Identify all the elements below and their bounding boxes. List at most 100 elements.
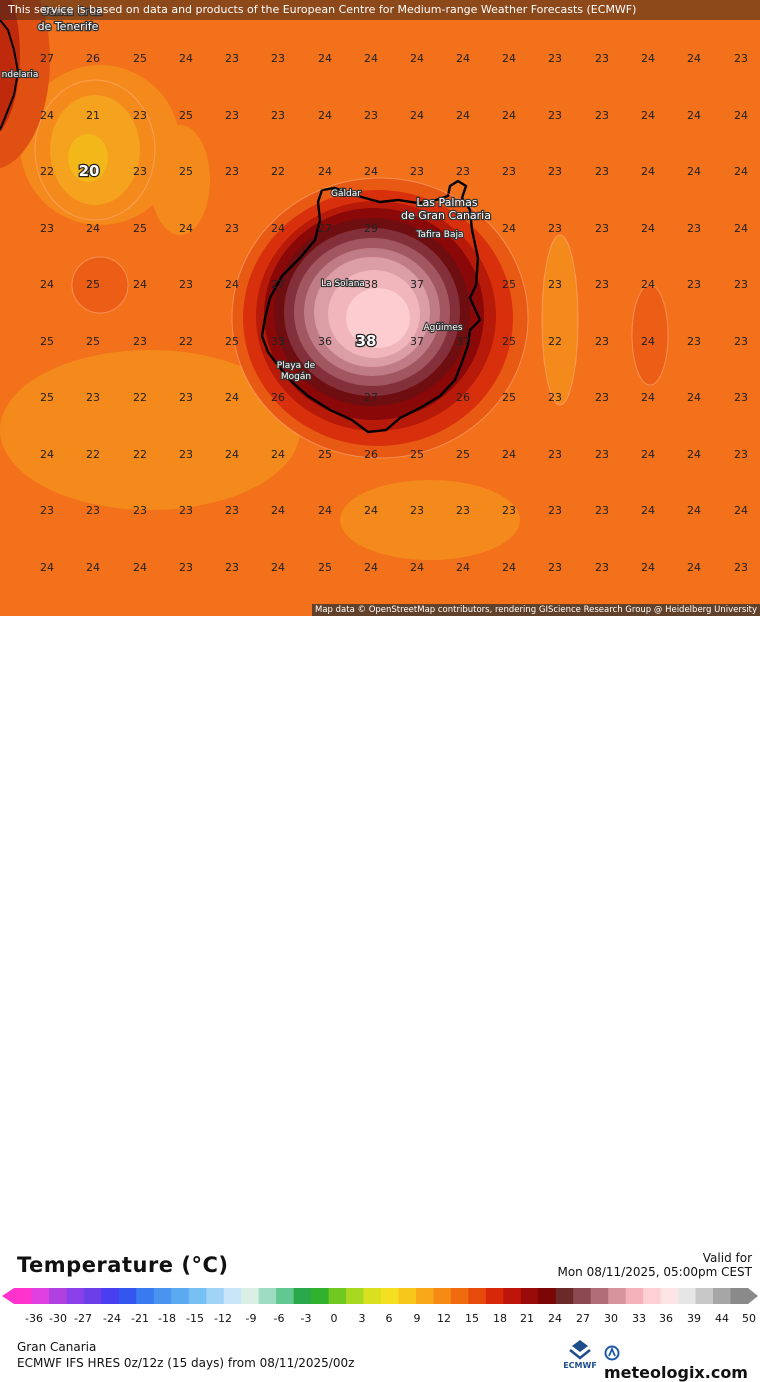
scale-swatch — [188, 1288, 207, 1304]
grid-value: 25 — [502, 335, 516, 348]
grid-value: 23 — [734, 52, 748, 65]
scale-swatch — [346, 1288, 365, 1304]
grid-value: 24 — [687, 504, 701, 517]
tenerife-coastline — [0, 19, 20, 131]
legend-title: Temperature (°C) — [17, 1253, 229, 1277]
grid-value: 24 — [502, 561, 516, 574]
gran-canaria-coastline — [260, 179, 482, 434]
grid-value: 23 — [179, 561, 193, 574]
scale-swatch — [608, 1288, 627, 1304]
valid-date: Mon 08/11/2025, 05:00pm CEST — [557, 1265, 752, 1279]
scale-swatch — [643, 1288, 662, 1304]
grid-value: 23 — [502, 165, 516, 178]
grid-value: 24 — [86, 222, 100, 235]
grid-value: 25 — [502, 391, 516, 404]
scale-swatch — [276, 1288, 295, 1304]
scale-tick-label: 30 — [604, 1312, 618, 1325]
scale-swatch — [311, 1288, 330, 1304]
grid-value: 24 — [687, 391, 701, 404]
place-label: de Tenerife — [38, 20, 99, 33]
scale-tick-label: -27 — [74, 1312, 92, 1325]
grid-value: 24 — [133, 278, 147, 291]
grid-value: 23 — [595, 561, 609, 574]
grid-value: 22 — [40, 165, 54, 178]
scale-tick-label: 15 — [465, 1312, 479, 1325]
scale-swatch — [293, 1288, 312, 1304]
meteologix-logo[interactable]: meteologix.com — [604, 1344, 760, 1382]
grid-value: 24 — [456, 52, 470, 65]
grid-value: 25 — [133, 52, 147, 65]
grid-value: 37 — [456, 335, 470, 348]
grid-value: 23 — [734, 335, 748, 348]
grid-value: 23 — [225, 109, 239, 122]
scale-swatch — [678, 1288, 697, 1304]
grid-value: 24 — [271, 222, 285, 235]
ecmwf-logo-text: ECMWF — [563, 1361, 597, 1370]
grid-value: 23 — [595, 109, 609, 122]
grid-value: 25 — [410, 448, 424, 461]
scale-swatch — [363, 1288, 382, 1304]
grid-value: 22 — [86, 448, 100, 461]
grid-value: 23 — [548, 165, 562, 178]
scale-swatch — [660, 1288, 679, 1304]
grid-value: 23 — [133, 165, 147, 178]
scale-swatch — [573, 1288, 592, 1304]
scale-arrow-left-icon — [2, 1288, 14, 1304]
grid-value: 23 — [225, 52, 239, 65]
scale-swatch — [450, 1288, 469, 1304]
scale-swatch — [538, 1288, 557, 1304]
scale-swatch — [555, 1288, 574, 1304]
scale-tick-label: -21 — [131, 1312, 149, 1325]
grid-value: 24 — [734, 165, 748, 178]
place-label: Agüimes — [423, 323, 462, 333]
grid-value: 26 — [86, 52, 100, 65]
scale-swatch — [241, 1288, 260, 1304]
place-label: de Gran Canaria — [401, 209, 491, 222]
grid-value: 25 — [40, 391, 54, 404]
grid-value: 23 — [456, 504, 470, 517]
grid-value: 24 — [502, 52, 516, 65]
place-label: Las Palmas — [416, 196, 477, 209]
place-label: La Solana — [321, 279, 365, 289]
scale-swatch — [520, 1288, 539, 1304]
place-label: Gáldar — [331, 189, 361, 199]
grid-value: 22 — [548, 335, 562, 348]
grid-value: 24 — [318, 504, 332, 517]
grid-value: 23 — [225, 504, 239, 517]
grid-value: 23 — [364, 109, 378, 122]
grid-value: 33 — [271, 335, 285, 348]
grid-value: 24 — [364, 165, 378, 178]
grid-value: 24 — [410, 52, 424, 65]
grid-value: 24 — [410, 109, 424, 122]
scale-swatch — [328, 1288, 347, 1304]
scale-tick-label: -18 — [158, 1312, 176, 1325]
temperature-map[interactable]: 27 26 25 24 23 23 24 24 24 24 24 23 23 24 24 23 24 21 23 25… — [0, 0, 760, 616]
map-attribution[interactable]: Map data © OpenStreetMap contributors, r… — [312, 604, 760, 616]
grid-value: 25 — [225, 335, 239, 348]
grid-value: 25 — [318, 561, 332, 574]
scale-tick-label: 27 — [576, 1312, 590, 1325]
grid-value: 23 — [548, 561, 562, 574]
grid-value: 23 — [548, 52, 562, 65]
grid-value: 24 — [364, 52, 378, 65]
grid-value: 25 — [86, 278, 100, 291]
scale-swatch — [171, 1288, 190, 1304]
grid-value: 24 — [133, 561, 147, 574]
grid-value: 23 — [86, 391, 100, 404]
scale-swatch — [590, 1288, 609, 1304]
grid-value: 24 — [410, 561, 424, 574]
grid-value: 24 — [641, 391, 655, 404]
scale-tick-label: 9 — [413, 1312, 421, 1325]
ecmwf-attribution: This service is based on data and produc… — [0, 0, 760, 20]
grid-value: 22 — [271, 165, 285, 178]
place-label: Mogán — [281, 372, 311, 382]
ecmwf-logo[interactable]: ECMWF — [560, 1338, 600, 1374]
gran-canaria-heat — [232, 178, 528, 458]
grid-value: 36 — [318, 335, 332, 348]
grid-value: 24 — [641, 448, 655, 461]
grid-value: 27 — [271, 278, 285, 291]
scale-swatch — [730, 1288, 749, 1304]
scale-tick-label: -36 — [25, 1312, 43, 1325]
grid-value: 24 — [86, 561, 100, 574]
grid-value: 24 — [179, 222, 193, 235]
